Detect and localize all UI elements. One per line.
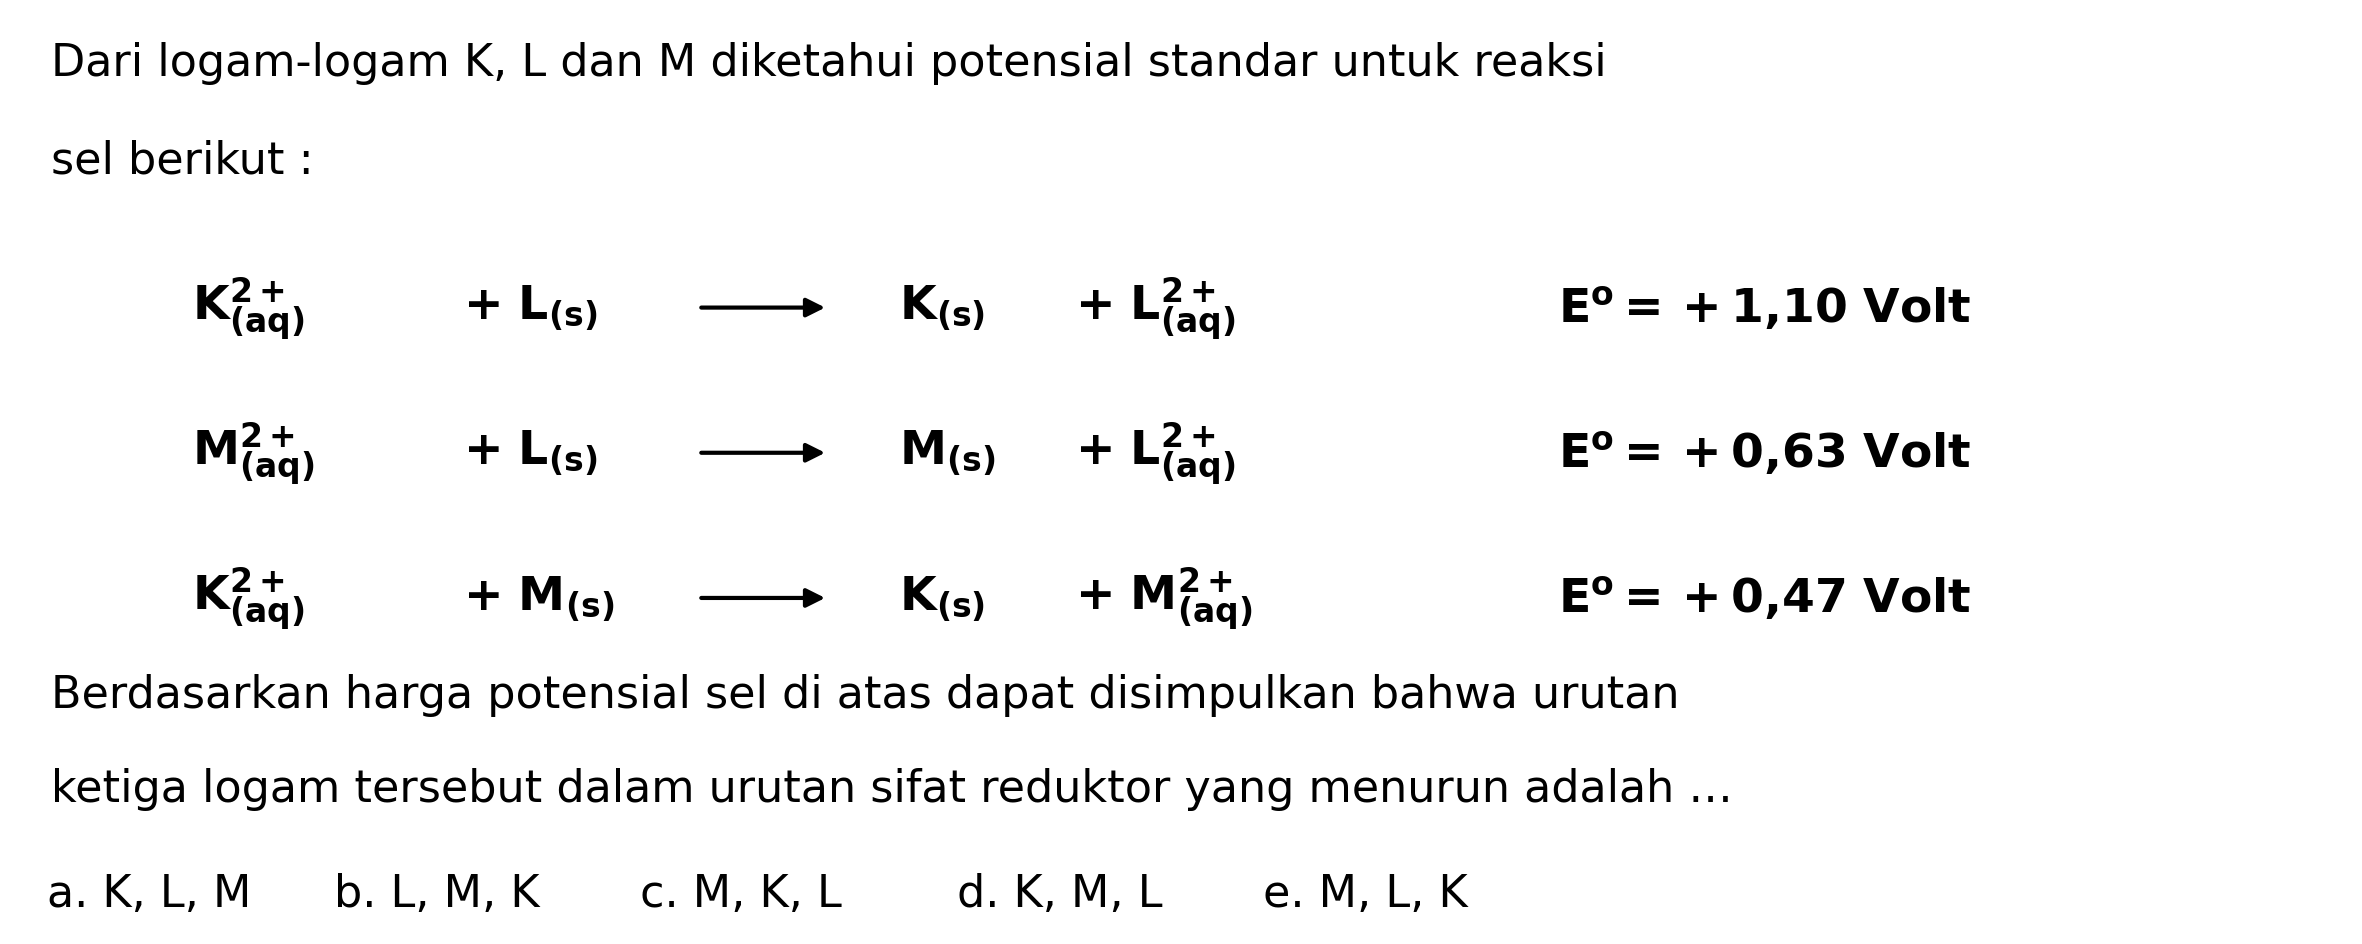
Text: $\mathbf{+\ L_{(s)}}$: $\mathbf{+\ L_{(s)}}$ (463, 429, 598, 478)
Text: $\mathbf{K}^{\mathbf{2+}}_{\mathbf{(aq)}}$: $\mathbf{K}^{\mathbf{2+}}_{\mathbf{(aq)}… (191, 275, 305, 342)
Text: $\mathbf{E^o = +1{,}10\ Volt}$: $\mathbf{E^o = +1{,}10\ Volt}$ (1557, 284, 1970, 332)
Text: d. K, M, L: d. K, M, L (957, 872, 1162, 916)
Text: a. K, L, M: a. K, L, M (47, 872, 250, 916)
Text: $\mathbf{M}^{\mathbf{2+}}_{\mathbf{(aq)}}$: $\mathbf{M}^{\mathbf{2+}}_{\mathbf{(aq)}… (191, 420, 314, 487)
Text: c. M, K, L: c. M, K, L (640, 872, 841, 916)
Text: $\mathbf{K_{(s)}}$: $\mathbf{K_{(s)}}$ (898, 574, 985, 623)
Text: $\mathbf{E^o = +0{,}47\ Volt}$: $\mathbf{E^o = +0{,}47\ Volt}$ (1557, 574, 1970, 622)
Text: e. M, L, K: e. M, L, K (1264, 872, 1469, 916)
Text: $\mathbf{+\ M}^{\mathbf{2+}}_{\mathbf{(aq)}}$: $\mathbf{+\ M}^{\mathbf{2+}}_{\mathbf{(a… (1075, 565, 1252, 632)
Text: $\mathbf{M_{(s)}}$: $\mathbf{M_{(s)}}$ (898, 429, 994, 478)
Text: ketiga logam tersebut dalam urutan sifat reduktor yang menurun adalah …: ketiga logam tersebut dalam urutan sifat… (52, 767, 1734, 810)
Text: $\mathbf{K}^{\mathbf{2+}}_{\mathbf{(aq)}}$: $\mathbf{K}^{\mathbf{2+}}_{\mathbf{(aq)}… (191, 565, 305, 632)
Text: $\mathbf{K_{(s)}}$: $\mathbf{K_{(s)}}$ (898, 283, 985, 333)
Text: $\mathbf{+\ M_{(s)}}$: $\mathbf{+\ M_{(s)}}$ (463, 574, 614, 623)
Text: b. L, M, K: b. L, M, K (333, 872, 539, 916)
Text: sel berikut :: sel berikut : (52, 140, 314, 183)
Text: $\mathbf{+\ L}^{\mathbf{2+}}_{\mathbf{(aq)}}$: $\mathbf{+\ L}^{\mathbf{2+}}_{\mathbf{(a… (1075, 420, 1235, 487)
Text: Dari logam-logam K, L dan M diketahui potensial standar untuk reaksi: Dari logam-logam K, L dan M diketahui po… (52, 42, 1606, 85)
Text: $\mathbf{E^o = +0{,}63\ Volt}$: $\mathbf{E^o = +0{,}63\ Volt}$ (1557, 430, 1970, 478)
Text: Berdasarkan harga potensial sel di atas dapat disimpulkan bahwa urutan: Berdasarkan harga potensial sel di atas … (52, 673, 1679, 716)
Text: $\mathbf{+\ L}^{\mathbf{2+}}_{\mathbf{(aq)}}$: $\mathbf{+\ L}^{\mathbf{2+}}_{\mathbf{(a… (1075, 275, 1235, 342)
Text: $\mathbf{+\ L_{(s)}}$: $\mathbf{+\ L_{(s)}}$ (463, 283, 598, 333)
